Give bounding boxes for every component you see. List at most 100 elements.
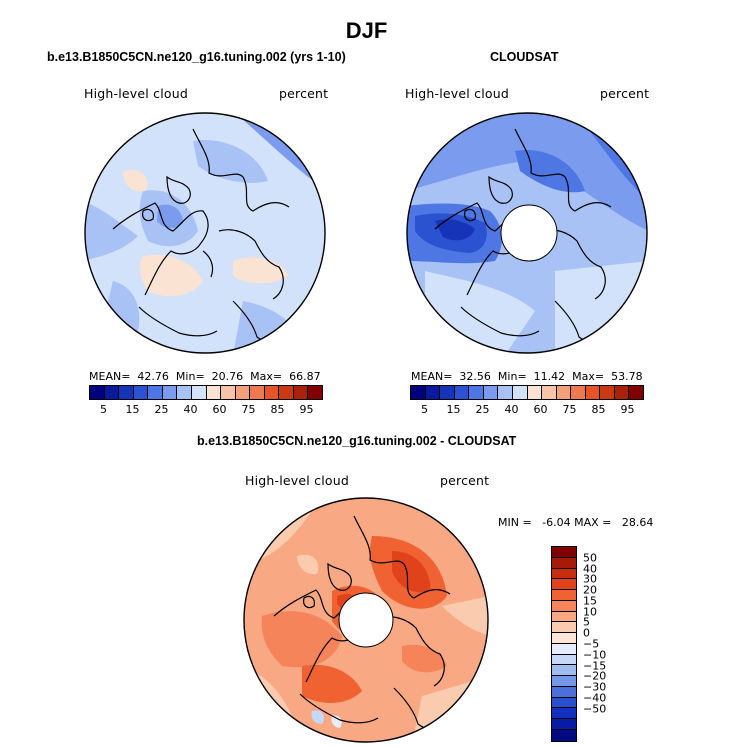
colorbar-box (571, 386, 586, 399)
colorbar-tick-label: 40 (504, 403, 519, 416)
colorbar-box (425, 386, 441, 399)
colorbar-tick-label: 5 (100, 403, 107, 416)
colorbar-tick-label: −40 (583, 691, 607, 705)
colorbar-tick-label: 50 (583, 551, 597, 565)
colorbar-tick-label: 75 (241, 403, 256, 416)
colorbar-tick-label: −15 (583, 659, 607, 673)
colorbar-tick-label: −50 (583, 702, 607, 716)
figure-title: DJF (345, 18, 388, 43)
colorbar-box (440, 386, 455, 399)
colorbar-box (552, 557, 576, 569)
colorbar-tick-label: 40 (183, 403, 198, 416)
colorbar-tick-label: −5 (583, 637, 600, 651)
colorbar-box (454, 386, 470, 399)
colorbar-box (498, 386, 513, 399)
colorbar-box (104, 386, 120, 399)
colorbar-box (308, 386, 322, 399)
difference-polar-map (243, 497, 489, 743)
colorbar-box (552, 568, 576, 580)
colorbar-box (90, 386, 105, 399)
panel2-polar-map (406, 112, 648, 354)
colorbar-box (552, 708, 576, 720)
colorbar-box (469, 386, 484, 399)
colorbar-box (279, 386, 294, 399)
colorbar-box (552, 611, 576, 623)
colorbar-box (542, 386, 557, 399)
colorbar-box (552, 654, 576, 666)
colorbar-box (614, 386, 630, 399)
colorbar-box (221, 386, 236, 399)
colorbar-box (250, 386, 265, 399)
colorbar-box (119, 386, 134, 399)
colorbar-tick-label: 30 (583, 572, 597, 586)
colorbar-box (552, 730, 576, 741)
colorbar-box (191, 386, 207, 399)
panel2-stats: MEAN= 32.56 Min= 11.42 Max= 53.78 (411, 370, 643, 383)
colorbar-box (552, 622, 576, 634)
colorbar-tick-label: 40 (583, 562, 597, 576)
panel2-units-label: percent (600, 86, 650, 101)
colorbar-tick-label: 95 (299, 403, 314, 416)
colorbar-box (162, 386, 178, 399)
colorbar-tick-label: 15 (583, 594, 597, 608)
difference-units-label: percent (440, 473, 490, 488)
colorbar-box (552, 719, 576, 731)
colorbar-box (527, 386, 543, 399)
colorbar-tick-label: −30 (583, 680, 607, 694)
difference-subtitle: b.e13.B1850C5CN.ne120_g16.tuning.002 - C… (197, 434, 517, 448)
panel1-units-label: percent (279, 86, 329, 101)
colorbar-box (552, 590, 576, 601)
colorbar-box (552, 547, 576, 558)
colorbar-box (133, 386, 149, 399)
colorbar-box (483, 386, 499, 399)
colorbar-tick-label: 95 (620, 403, 635, 416)
colorbar-tick-label: 60 (533, 403, 548, 416)
colorbar-box (512, 386, 528, 399)
colorbar-tick-label: 20 (583, 583, 597, 597)
colorbar-tick-label: 15 (446, 403, 461, 416)
panel2-subtitle: CLOUDSAT (490, 50, 559, 64)
colorbar-tick-label: 5 (583, 615, 590, 629)
panel1-polar-map (84, 112, 326, 354)
colorbar-box (148, 386, 163, 399)
colorbar-box (552, 697, 576, 709)
panel2-colorbar (410, 385, 644, 400)
panel1-colorbar (89, 385, 323, 400)
colorbar-box (552, 643, 576, 655)
colorbar-tick-label: −20 (583, 669, 607, 683)
colorbar-tick-label: 85 (591, 403, 606, 416)
colorbar-box (177, 386, 192, 399)
colorbar-box (235, 386, 251, 399)
difference-colorbar (551, 546, 577, 742)
colorbar-tick-label: 15 (125, 403, 140, 416)
colorbar-box (556, 386, 572, 399)
colorbar-box (552, 600, 576, 612)
colorbar-tick-label: 0 (583, 626, 590, 640)
colorbar-tick-label: 75 (562, 403, 577, 416)
colorbar-box (411, 386, 426, 399)
panel1-subtitle: b.e13.B1850C5CN.ne120_g16.tuning.002 (yr… (47, 50, 346, 64)
panel1-colorbar-ticks: 5 15 25 40 60 75 85 95 (89, 403, 321, 417)
colorbar-box (552, 633, 576, 644)
difference-variable-label: High-level cloud (245, 473, 349, 488)
colorbar-box (206, 386, 222, 399)
colorbar-box (600, 386, 615, 399)
colorbar-tick-label: 10 (583, 605, 597, 619)
colorbar-box (552, 665, 576, 677)
colorbar-box (552, 686, 576, 698)
colorbar-tick-label: −10 (583, 648, 607, 662)
colorbar-tick-label: 5 (421, 403, 428, 416)
panel1-stats: MEAN= 42.76 Min= 20.76 Max= 66.87 (89, 370, 321, 383)
panel1-variable-label: High-level cloud (84, 86, 188, 101)
colorbar-box (585, 386, 601, 399)
colorbar-box (552, 676, 576, 687)
colorbar-box (629, 386, 643, 399)
panel2-colorbar-ticks: 5 15 25 40 60 75 85 95 (410, 403, 642, 417)
difference-colorbar-ticks: 50 40 30 20 15 10 5 0 −5 −10 −15 −20 −30 −40 −50 (583, 546, 623, 740)
colorbar-box (552, 579, 576, 591)
colorbar-tick-label: 25 (154, 403, 169, 416)
colorbar-tick-label: 25 (475, 403, 490, 416)
colorbar-box (264, 386, 280, 399)
colorbar-tick-label: 85 (270, 403, 285, 416)
difference-minmax: MIN = -6.04 MAX = 28.64 (498, 516, 654, 529)
